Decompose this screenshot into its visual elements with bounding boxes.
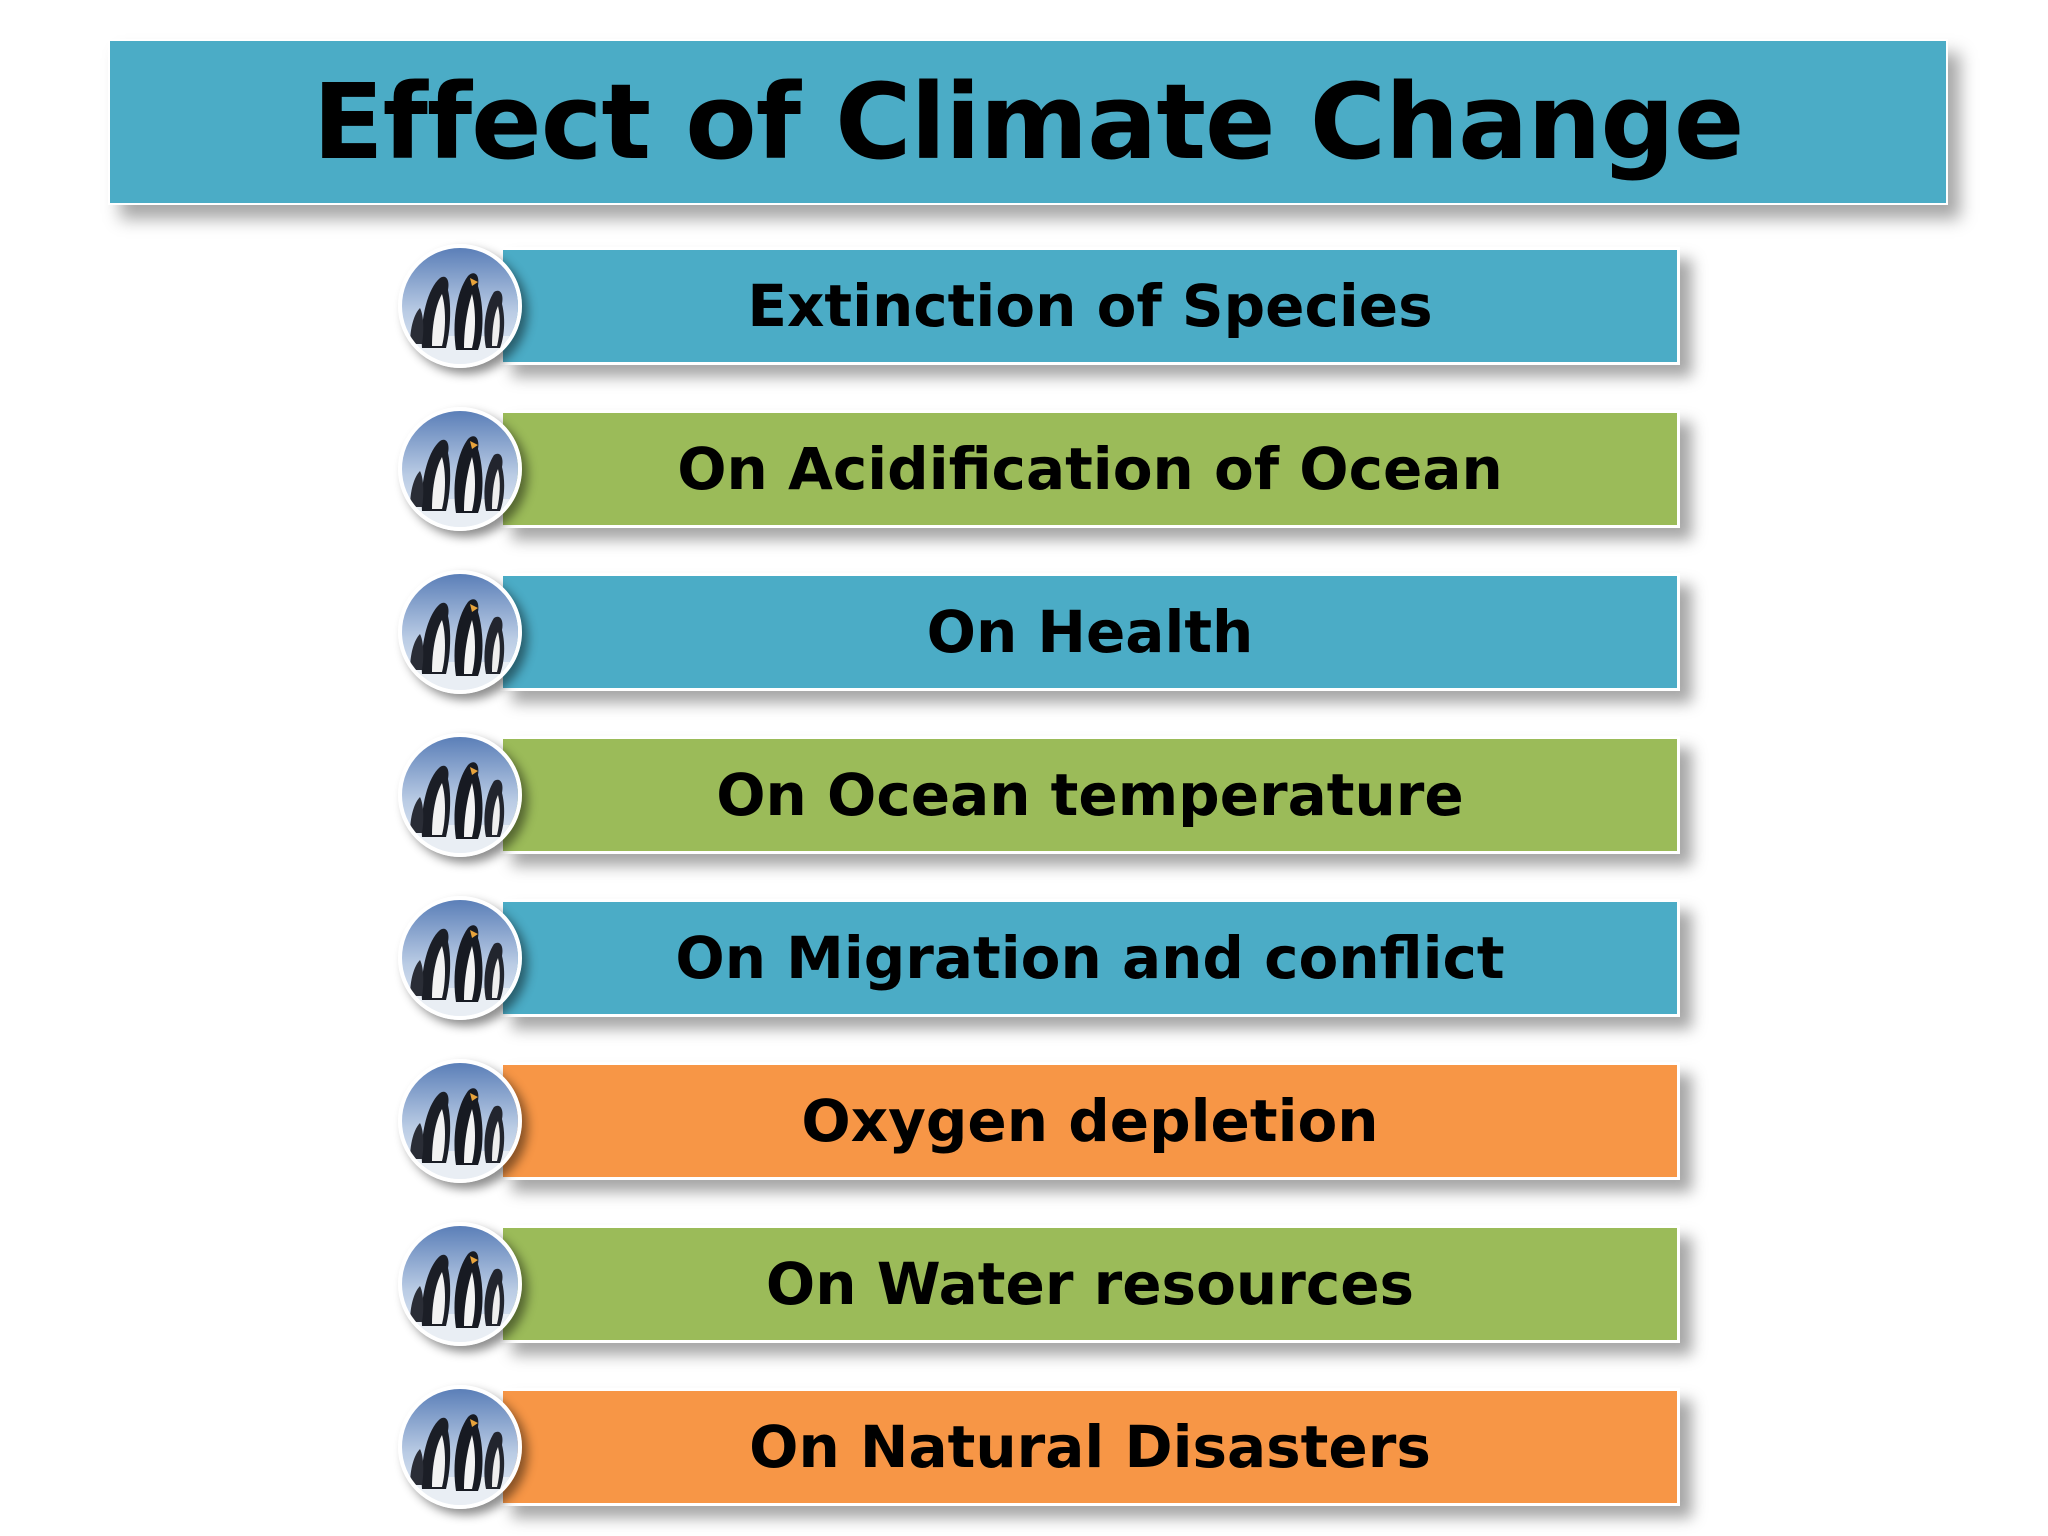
list-item: Extinction of Species (398, 244, 1688, 373)
item-bar: On Acidification of Ocean (500, 410, 1680, 528)
item-bar: On Water resources (500, 1225, 1680, 1343)
penguins-photo-icon (398, 733, 522, 857)
item-label: On Water resources (765, 1250, 1415, 1318)
item-label: On Health (926, 598, 1254, 666)
item-bar: On Natural Disasters (500, 1388, 1680, 1506)
item-label: On Migration and conflict (675, 924, 1505, 992)
item-label: Oxygen depletion (801, 1087, 1379, 1155)
list-item: On Health (398, 570, 1688, 699)
list-item: On Migration and conflict (398, 896, 1688, 1025)
item-bar: Extinction of Species (500, 247, 1680, 365)
list-item: Oxygen depletion (398, 1059, 1688, 1188)
list-item: On Water resources (398, 1222, 1688, 1351)
penguins-photo-icon (398, 1385, 522, 1509)
item-label: On Ocean temperature (716, 761, 1464, 829)
penguins-photo-icon (398, 1222, 522, 1346)
title-banner: Effect of Climate Change (108, 39, 1948, 205)
list-item: On Ocean temperature (398, 733, 1688, 862)
item-label: On Natural Disasters (749, 1413, 1431, 1481)
item-bar: On Ocean temperature (500, 736, 1680, 854)
penguins-photo-icon (398, 896, 522, 1020)
item-label: On Acidification of Ocean (677, 435, 1503, 503)
item-bar: On Health (500, 573, 1680, 691)
penguins-photo-icon (398, 244, 522, 368)
penguins-photo-icon (398, 570, 522, 694)
list-item: On Natural Disasters (398, 1385, 1688, 1514)
page-title: Effect of Climate Change (312, 61, 1745, 183)
item-bar: Oxygen depletion (500, 1062, 1680, 1180)
item-label: Extinction of Species (747, 272, 1433, 340)
penguins-photo-icon (398, 1059, 522, 1183)
item-bar: On Migration and conflict (500, 899, 1680, 1017)
penguins-photo-icon (398, 407, 522, 531)
list-item: On Acidification of Ocean (398, 407, 1688, 536)
